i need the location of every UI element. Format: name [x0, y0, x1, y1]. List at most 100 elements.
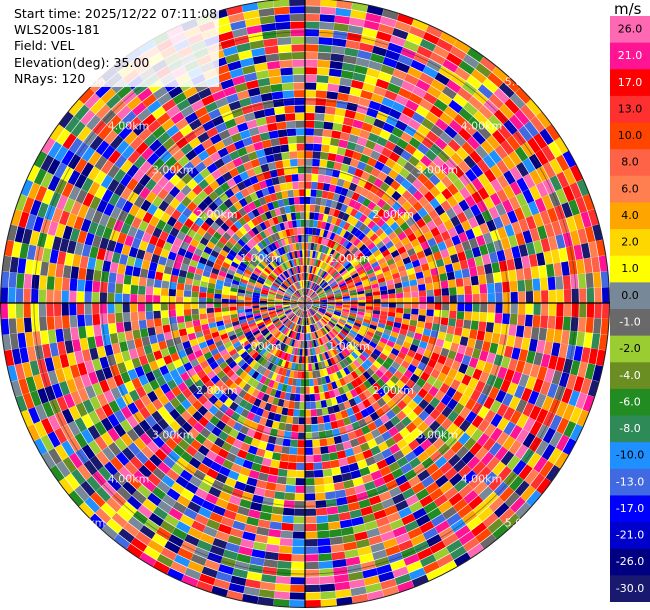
velocity-cell	[595, 239, 606, 257]
velocity-cell	[314, 113, 325, 121]
velocity-cell	[287, 321, 293, 329]
velocity-cell	[442, 86, 457, 100]
velocity-cell	[281, 190, 289, 199]
velocity-cell	[177, 322, 186, 330]
velocity-cell	[439, 383, 450, 394]
velocity-cell	[406, 560, 423, 573]
velocity-cell	[115, 312, 123, 323]
velocity-cell	[222, 245, 231, 254]
velocity-cell	[193, 422, 205, 433]
velocity-cell	[211, 331, 220, 339]
velocity-cell	[549, 431, 563, 448]
velocity-cell	[156, 112, 171, 126]
velocity-cell	[396, 400, 408, 411]
velocity-cell	[253, 431, 263, 441]
velocity-cell	[440, 31, 457, 46]
velocity-cell	[61, 182, 74, 198]
velocity-cell	[213, 196, 224, 207]
velocity-cell	[244, 296, 252, 301]
velocity-cell	[331, 284, 339, 290]
velocity-cell	[402, 487, 416, 500]
velocity-cell	[308, 363, 313, 371]
velocity-cell	[57, 251, 67, 265]
velocity-cell	[293, 258, 298, 267]
velocity-cell	[198, 297, 207, 303]
velocity-cell	[322, 183, 331, 192]
velocity-cell	[423, 349, 433, 359]
velocity-cell	[312, 447, 321, 455]
velocity-cell	[160, 347, 170, 358]
velocity-cell	[461, 374, 472, 386]
velocity-cell	[314, 275, 319, 283]
velocity-cell	[347, 24, 364, 35]
velocity-cell	[278, 275, 285, 282]
velocity-cell	[283, 376, 290, 385]
velocity-cell	[298, 303, 305, 306]
velocity-cell	[186, 178, 198, 190]
velocity-cell	[461, 328, 471, 338]
velocity-cell	[139, 525, 156, 540]
velocity-cell	[315, 507, 328, 516]
velocity-cell	[416, 377, 426, 388]
velocity-cell	[282, 300, 290, 303]
velocity-cell	[291, 314, 297, 322]
velocity-cell	[515, 232, 526, 246]
velocity-cell	[363, 575, 380, 586]
velocity-cell	[334, 309, 342, 313]
velocity-cell	[397, 365, 407, 375]
velocity-cell	[329, 232, 336, 241]
velocity-cell	[549, 175, 563, 192]
velocity-cell	[175, 118, 189, 131]
velocity-cell	[415, 433, 428, 445]
velocity-cell	[282, 271, 289, 279]
velocity-cell	[367, 272, 376, 279]
velocity-cell	[477, 173, 490, 187]
velocity-cell	[276, 29, 291, 38]
velocity-cell	[259, 305, 268, 308]
velocity-cell	[440, 365, 451, 376]
velocity-cell	[211, 115, 225, 127]
velocity-cell	[311, 297, 319, 301]
velocity-cell	[31, 303, 39, 318]
velocity-cell	[324, 114, 335, 123]
velocity-cell	[140, 394, 152, 407]
velocity-cell	[319, 205, 326, 214]
velocity-cell	[385, 217, 396, 227]
velocity-cell	[184, 315, 193, 322]
velocity-cell	[290, 322, 295, 330]
colorbar-swatch	[610, 175, 650, 203]
velocity-cell	[440, 280, 449, 289]
velocity-cell	[371, 373, 381, 382]
velocity-cell	[362, 82, 376, 93]
velocity-cell	[328, 145, 339, 154]
velocity-cell	[324, 273, 331, 281]
velocity-cell	[151, 106, 166, 120]
velocity-cell	[273, 184, 282, 193]
velocity-cell	[362, 513, 376, 524]
velocity-cell	[270, 459, 280, 469]
velocity-cell	[332, 315, 340, 321]
velocity-cell	[293, 332, 298, 340]
velocity-cell	[424, 191, 435, 203]
velocity-cell	[352, 338, 361, 346]
velocity-cell	[222, 290, 230, 296]
velocity-cell	[303, 310, 305, 318]
velocity-cell	[548, 141, 562, 158]
velocity-cell	[515, 192, 528, 207]
velocity-cell	[289, 151, 298, 159]
velocity-cell	[553, 262, 563, 277]
velocity-cell	[299, 303, 305, 308]
velocity-cell	[409, 319, 418, 327]
velocity-cell	[400, 360, 411, 370]
velocity-cell	[182, 340, 192, 350]
velocity-cell	[358, 303, 366, 307]
velocity-cell	[320, 151, 329, 160]
velocity-cell	[380, 374, 390, 384]
velocity-cell	[311, 416, 318, 425]
velocity-cell	[256, 173, 265, 182]
velocity-cell	[370, 352, 379, 361]
velocity-cell	[290, 299, 298, 302]
velocity-cell	[313, 315, 319, 322]
velocity-cell	[290, 431, 299, 440]
velocity-cell	[292, 181, 299, 190]
